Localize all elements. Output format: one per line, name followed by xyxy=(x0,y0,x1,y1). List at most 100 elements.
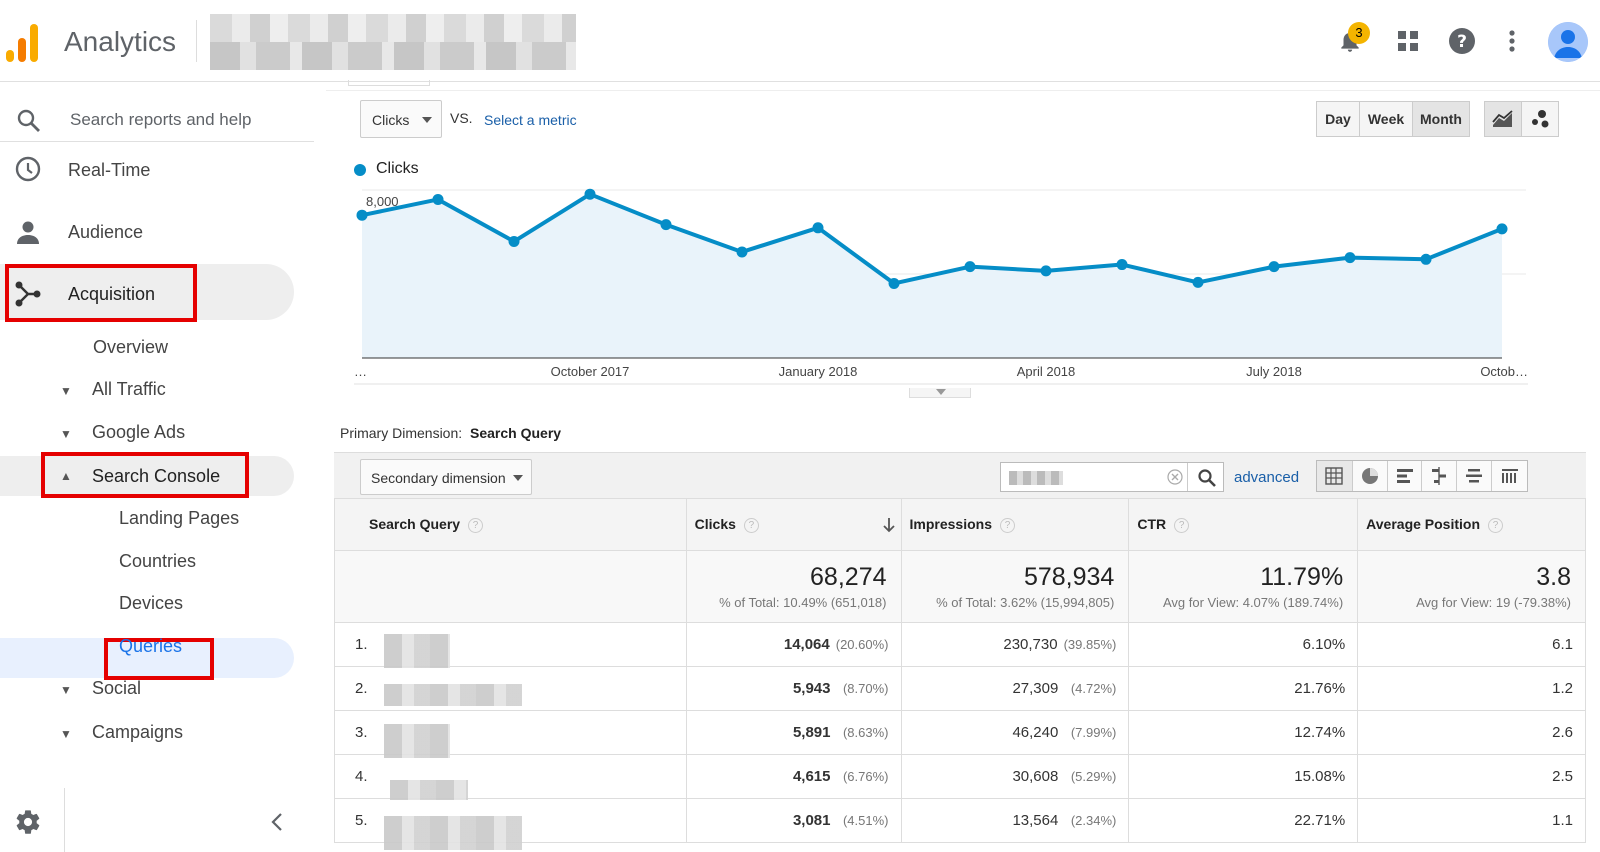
table-view-switcher xyxy=(1316,460,1528,492)
cell-ctr: 6.10% xyxy=(1128,622,1359,667)
totals-subtext: % of Total: 3.62% (15,994,805) xyxy=(936,595,1115,610)
sidebar-search[interactable]: Search reports and help xyxy=(0,98,314,142)
col-header-impressions[interactable]: Impressions? xyxy=(900,498,1130,551)
table-row[interactable]: 4. 4,615 (6.76%) 30,608 (5.29%) 15.08% 2.5 xyxy=(334,754,1586,799)
sidebar-item-google-ads[interactable]: Google Ads xyxy=(92,422,186,442)
acquisition-highlight xyxy=(0,264,294,320)
x-tick-label: … xyxy=(354,364,367,379)
sidebar-item-landing-pages[interactable]: Landing Pages xyxy=(119,508,240,528)
data-point xyxy=(888,277,900,289)
more-vert-icon[interactable] xyxy=(1496,24,1528,58)
sort-arrow-down-icon[interactable] xyxy=(882,517,895,533)
apps-grid-icon[interactable] xyxy=(1392,24,1424,58)
bubble-chart-icon xyxy=(1532,110,1549,128)
help-icon[interactable]: ? xyxy=(468,517,484,533)
sidebar-item-campaigns[interactable]: Campaigns xyxy=(92,722,184,742)
help-icon[interactable]: ? xyxy=(1174,517,1190,533)
sidebar-item-search-console[interactable]: Search Console xyxy=(92,466,221,486)
sidebar-item-realtime[interactable]: Real-Time xyxy=(68,160,151,180)
sidebar-item-queries[interactable]: Queries xyxy=(119,636,183,656)
footer-divider xyxy=(64,788,65,852)
col-header-search-query[interactable]: Search Query? xyxy=(334,498,687,551)
analytics-logo[interactable] xyxy=(6,24,40,62)
grid-table-icon xyxy=(1325,467,1344,485)
help-icon[interactable]: ? xyxy=(1446,24,1478,58)
motion-chart-toggle[interactable] xyxy=(1521,101,1559,137)
table-row[interactable]: 1. 14,064 (20.60%) 230,730 (39.85%) 6.10% 6.1 xyxy=(334,622,1586,667)
chart-resize-handle[interactable] xyxy=(909,388,971,398)
term-cloud-view-button[interactable] xyxy=(1457,461,1493,491)
row-index: 3. xyxy=(355,724,368,741)
term-cloud-icon xyxy=(1466,469,1483,483)
totals-subtext: Avg for View: 19 (-79.38%) xyxy=(1416,595,1571,610)
col-header-label: CTR xyxy=(1137,516,1167,533)
col-header-label: Clicks xyxy=(694,516,736,533)
impressions-value: 30,608 xyxy=(1012,768,1059,785)
col-header-clicks[interactable]: Clicks? xyxy=(685,498,902,551)
sidebar-item-devices[interactable]: Devices xyxy=(119,593,184,613)
period-day-button[interactable]: Day xyxy=(1316,101,1360,137)
clear-icon[interactable] xyxy=(1167,469,1183,485)
help-icon[interactable]: ? xyxy=(1488,517,1504,533)
expand-triangle-icon[interactable]: ▼ xyxy=(60,683,72,697)
table-row[interactable]: 2. 5,943 (8.70%) 27,309 (4.72%) 21.76% 1.2 xyxy=(334,666,1586,711)
collapse-triangle-icon[interactable]: ▲ xyxy=(60,469,72,483)
table-header-row: Search Query? Clicks? Impressions? CTR? … xyxy=(334,498,1586,551)
report-main: Clicks VS. Select a metric Day Week Mont… xyxy=(326,80,1600,852)
clicks-percent: (20.60%) xyxy=(835,637,889,652)
col-header-ctr[interactable]: CTR? xyxy=(1128,498,1359,551)
avatar[interactable] xyxy=(1548,22,1588,62)
cell-impressions: 46,240 (7.99%) xyxy=(900,710,1130,755)
help-icon[interactable]: ? xyxy=(999,517,1015,533)
primary-dimension-value[interactable]: Search Query xyxy=(470,425,562,441)
sidebar-item-all-traffic[interactable]: All Traffic xyxy=(92,379,166,399)
secondary-dimension-label: Secondary dimension xyxy=(371,470,506,486)
cell-ctr: 15.08% xyxy=(1128,754,1359,799)
account-selector[interactable] xyxy=(210,14,576,70)
chevron-down-icon xyxy=(936,389,946,395)
advanced-filter-link[interactable]: advanced xyxy=(1234,469,1300,486)
pivot-view-button[interactable] xyxy=(1492,461,1527,491)
data-point xyxy=(1420,253,1432,265)
sidebar-item-acquisition[interactable]: Acquisition xyxy=(68,284,156,304)
select-metric-link[interactable]: Select a metric xyxy=(484,112,577,128)
table-view-button[interactable] xyxy=(1317,461,1353,491)
legend-label[interactable]: Clicks xyxy=(376,160,419,177)
totals-position: 3.8 Avg for View: 19 (-79.38%) xyxy=(1357,550,1586,623)
expand-triangle-icon[interactable]: ▼ xyxy=(60,727,72,741)
help-icon[interactable]: ? xyxy=(743,517,759,533)
period-month-button[interactable]: Month xyxy=(1412,101,1470,137)
filter-divider xyxy=(1187,463,1188,491)
secondary-dimension-select[interactable]: Secondary dimension xyxy=(360,459,532,495)
sidebar-item-social[interactable]: Social xyxy=(92,678,142,698)
comparison-view-button[interactable] xyxy=(1422,461,1458,491)
pie-view-button[interactable] xyxy=(1353,461,1388,491)
impressions-percent: (5.29%) xyxy=(1070,769,1117,784)
x-tick-label: January 2018 xyxy=(779,364,858,379)
table-row[interactable]: 3. 5,891 (8.63%) 46,240 (7.99%) 12.74% 2.6 xyxy=(334,710,1586,755)
pie-chart-icon xyxy=(1361,468,1378,484)
cell-impressions: 230,730 (39.85%) xyxy=(900,622,1130,667)
search-icon[interactable] xyxy=(1197,468,1217,488)
data-point xyxy=(1116,259,1128,271)
sidebar-item-countries[interactable]: Countries xyxy=(119,551,197,571)
gear-icon[interactable] xyxy=(14,808,42,836)
performance-view-button[interactable] xyxy=(1388,461,1423,491)
table-filter-input[interactable] xyxy=(1000,462,1224,492)
sidebar-item-audience[interactable]: Audience xyxy=(68,222,144,242)
sidebar-item-overview[interactable]: Overview xyxy=(93,337,169,357)
search-input[interactable]: Search reports and help xyxy=(70,110,252,129)
period-week-button[interactable]: Week xyxy=(1359,101,1413,137)
logo-bar-small xyxy=(6,50,14,62)
svg-text:?: ? xyxy=(1457,32,1467,52)
col-header-average-position[interactable]: Average Position? xyxy=(1357,498,1586,551)
collapse-sidebar-icon[interactable] xyxy=(270,812,284,832)
expand-triangle-icon[interactable]: ▼ xyxy=(60,384,72,398)
metric-select[interactable]: Clicks xyxy=(360,100,442,138)
expand-triangle-icon[interactable]: ▼ xyxy=(60,427,72,441)
ctr-value: 22.71% xyxy=(1294,812,1346,829)
clicks-value: 3,081 xyxy=(792,812,831,829)
table-row[interactable]: 5. 3,081 (4.51%) 13,564 (2.34%) 22.71% 1.1 xyxy=(334,798,1586,843)
line-chart-toggle[interactable] xyxy=(1484,101,1522,137)
